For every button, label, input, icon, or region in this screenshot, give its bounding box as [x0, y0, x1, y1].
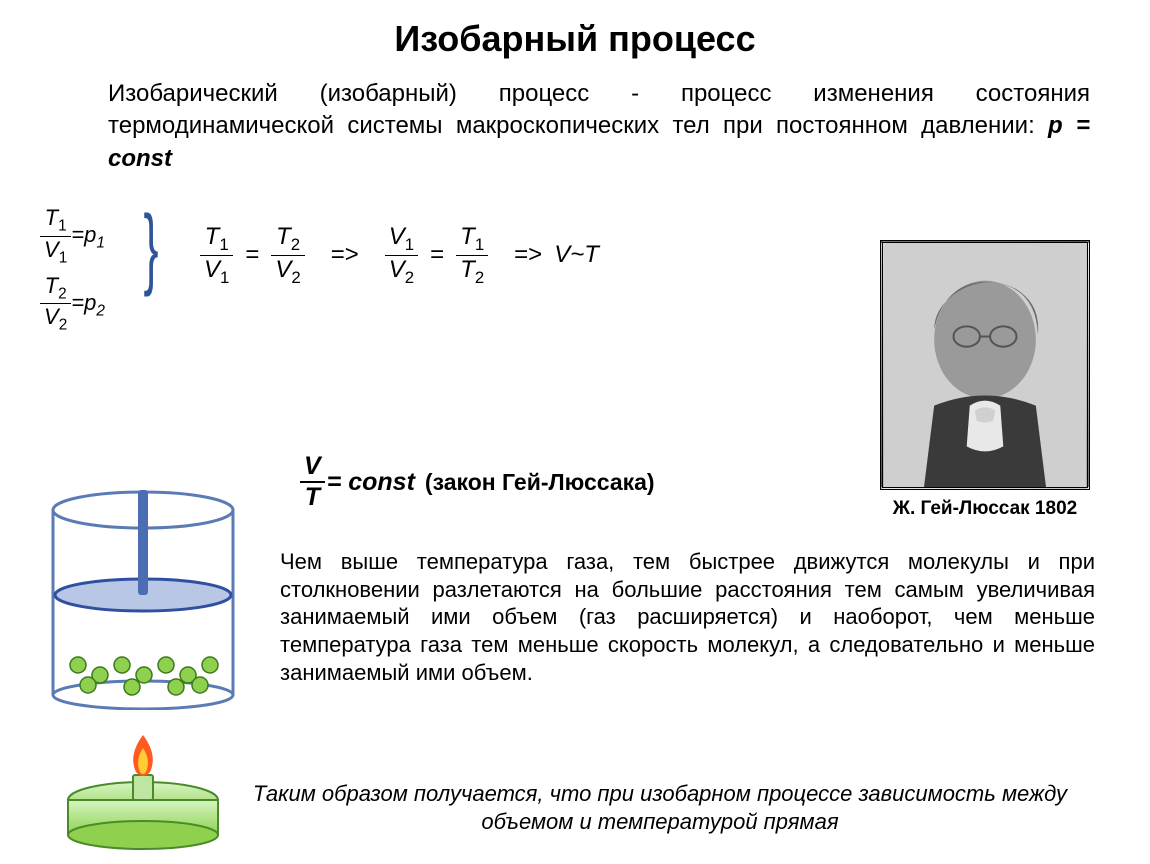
- r2-rhs-sub: 2: [96, 302, 105, 319]
- r2-den-sub: 2: [59, 317, 68, 334]
- intro-paragraph: Изобарический (изобарный) процесс - проц…: [0, 60, 1150, 175]
- f2ds: 2: [291, 268, 300, 287]
- law-name: (закон Гей-Люссака): [425, 469, 655, 495]
- beaker-icon: [38, 480, 248, 710]
- frac-2: T2 V2: [271, 223, 304, 288]
- page-title: Изобарный процесс: [0, 0, 1150, 60]
- arrow1: =>: [331, 241, 359, 269]
- f1n: T: [205, 223, 220, 250]
- f1d: V: [204, 256, 220, 283]
- portrait-icon: [883, 243, 1087, 487]
- f2ns: 2: [291, 235, 300, 254]
- brace-icon: }: [144, 197, 159, 300]
- ratio-2: T2 V2 =p2: [40, 273, 105, 335]
- law-frac: V T: [300, 452, 325, 512]
- f4n: T: [460, 223, 475, 250]
- f2d: V: [275, 256, 291, 283]
- conclusion-paragraph: Таким образом получается, что при изобар…: [230, 780, 1090, 835]
- ratio-1: T1 V1 =p1: [40, 205, 105, 267]
- law-den: T: [305, 483, 320, 511]
- result: V~T: [554, 241, 599, 268]
- f3n: V: [389, 223, 405, 250]
- f3ns: 1: [405, 235, 414, 254]
- portrait-caption: Ж. Гей-Люссак 1802: [880, 498, 1090, 520]
- law-line: V T = const (закон Гей-Люссака): [300, 452, 655, 512]
- f3ds: 2: [405, 268, 414, 287]
- f2n: T: [276, 223, 291, 250]
- r2-num: T: [45, 273, 58, 298]
- arrow2: =>: [514, 241, 542, 269]
- f3d: V: [389, 256, 405, 283]
- f4ds: 2: [475, 268, 484, 287]
- r1-den: V: [44, 237, 59, 262]
- r1-num: T: [45, 205, 58, 230]
- eq2: =: [430, 241, 444, 269]
- f4ns: 1: [475, 235, 484, 254]
- burner-icon: [58, 730, 228, 850]
- portrait-frame: [880, 240, 1090, 490]
- r2-rhs: =p: [71, 290, 96, 315]
- frac-3: V1 V2: [385, 223, 418, 288]
- law-num: V: [304, 452, 321, 480]
- portrait-block: Ж. Гей-Люссак 1802: [880, 240, 1090, 520]
- r1-den-sub: 1: [59, 249, 68, 266]
- derivation-chain: T1 V1 = T2 V2 => V1 V2 = T1 T2 => V~T: [200, 223, 599, 288]
- f4d: T: [460, 256, 475, 283]
- r2-num-sub: 2: [58, 285, 67, 302]
- r1-num-sub: 1: [58, 218, 67, 235]
- f1ds: 1: [220, 268, 229, 287]
- f1ns: 1: [219, 235, 228, 254]
- ratio-block: T1 V1 =p1 T2 V2 =p2: [40, 205, 105, 335]
- law-rhs: = const: [327, 468, 415, 496]
- frac-4: T1 T2: [456, 223, 488, 288]
- frac-1: T1 V1: [200, 223, 233, 288]
- r1-rhs-sub: 1: [96, 234, 105, 251]
- intro-text: Изобарический (изобарный) процесс - проц…: [108, 80, 1090, 139]
- eq1: =: [245, 241, 259, 269]
- r1-rhs: =p: [71, 222, 96, 247]
- explanation-paragraph: Чем выше температура газа, тем быстрее д…: [280, 548, 1095, 687]
- r2-den: V: [44, 304, 59, 329]
